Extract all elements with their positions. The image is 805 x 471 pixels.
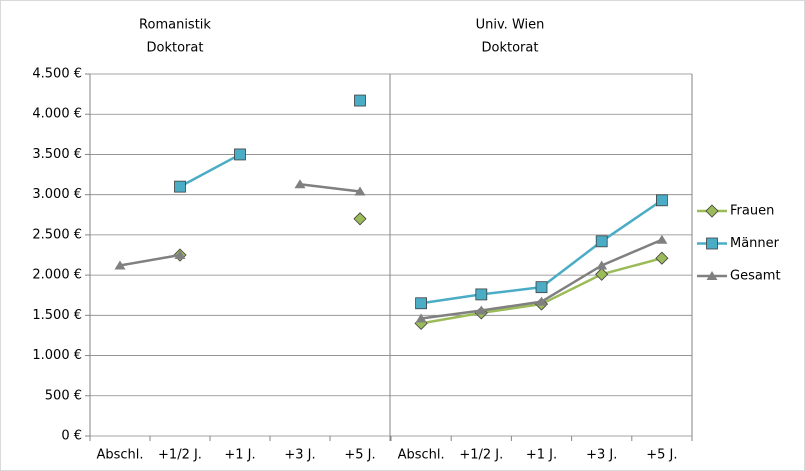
marker bbox=[174, 250, 186, 259]
marker bbox=[656, 194, 668, 207]
marker bbox=[354, 186, 366, 196]
marker bbox=[656, 234, 668, 244]
marker bbox=[655, 251, 669, 265]
marker bbox=[234, 148, 246, 161]
y-tick-label: 3.500 € bbox=[32, 147, 82, 162]
y-tick-label: 1.500 € bbox=[32, 308, 82, 323]
series-line bbox=[119, 182, 361, 267]
marker bbox=[475, 305, 487, 315]
y-tick-label: 500 € bbox=[45, 388, 82, 403]
marker bbox=[475, 288, 488, 301]
x-tick-label: +1/2 J. bbox=[158, 448, 202, 463]
marker bbox=[353, 212, 367, 226]
panel-subtitle: Doktorat bbox=[147, 41, 204, 56]
marker bbox=[596, 260, 608, 270]
marker bbox=[706, 237, 718, 250]
panel-subtitle: Doktorat bbox=[482, 41, 539, 56]
panel-title: Univ. Wien bbox=[476, 18, 545, 33]
x-tick-label: +3 J. bbox=[586, 448, 617, 463]
x-tick-label: +1 J. bbox=[526, 448, 557, 463]
legend-label: Gesamt bbox=[730, 269, 781, 284]
x-tick-label: +1/2 J. bbox=[459, 448, 503, 463]
marker bbox=[705, 204, 719, 218]
marker bbox=[415, 313, 427, 323]
y-tick-label: 4.000 € bbox=[32, 107, 82, 122]
marker bbox=[294, 179, 306, 189]
legend-label: Frauen bbox=[730, 204, 774, 219]
marker bbox=[415, 297, 428, 310]
y-tick-label: 0 € bbox=[61, 429, 82, 444]
marker bbox=[174, 180, 186, 193]
y-tick-label: 2.500 € bbox=[32, 227, 82, 242]
marker bbox=[535, 281, 548, 294]
legend-label: Männer bbox=[730, 236, 780, 251]
marker bbox=[706, 271, 718, 280]
y-tick-label: 1.000 € bbox=[32, 348, 82, 363]
panel-title: Romanistik bbox=[139, 18, 211, 33]
x-tick-label: +5 J. bbox=[344, 448, 375, 463]
y-tick-label: 2.000 € bbox=[32, 268, 82, 283]
x-tick-label: Abschl. bbox=[96, 448, 143, 463]
y-tick-label: 3.000 € bbox=[32, 187, 82, 202]
marker bbox=[114, 260, 126, 270]
x-tick-label: +1 J. bbox=[224, 448, 255, 463]
marker bbox=[536, 296, 547, 306]
x-tick-label: +5 J. bbox=[646, 448, 677, 463]
marker bbox=[595, 267, 609, 281]
y-tick-label: 4.500 € bbox=[32, 67, 82, 82]
marker bbox=[595, 235, 608, 248]
x-tick-label: +3 J. bbox=[284, 448, 315, 463]
x-tick-label: Abschl. bbox=[398, 448, 445, 463]
marker bbox=[354, 94, 366, 107]
